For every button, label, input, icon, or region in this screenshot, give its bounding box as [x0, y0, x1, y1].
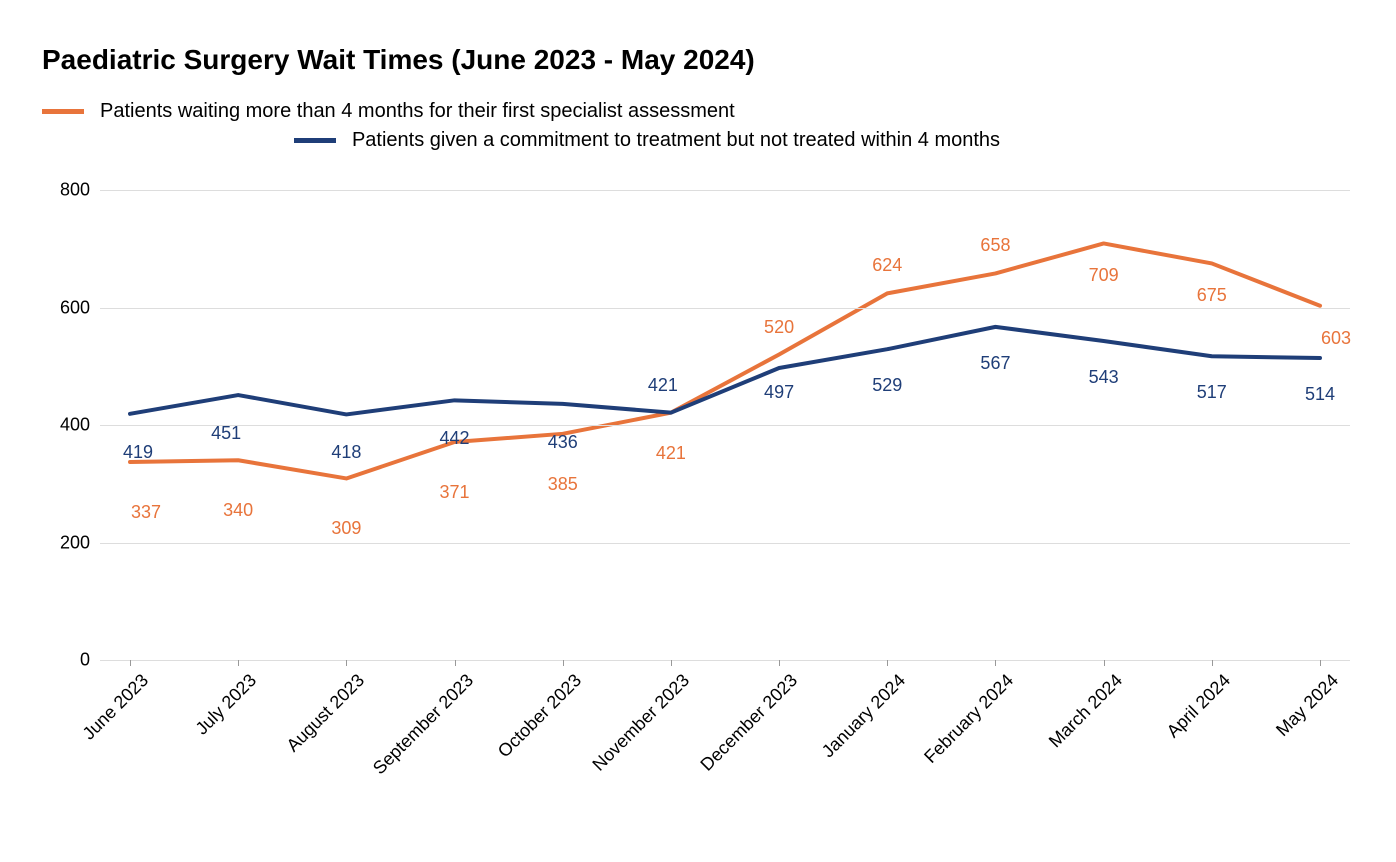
x-tick: [779, 660, 780, 666]
series-line-treatment: [130, 327, 1320, 415]
data-label-assessment: 658: [980, 235, 1010, 256]
data-label-assessment: 709: [1089, 265, 1119, 286]
x-axis-label: August 2023: [283, 670, 369, 756]
x-axis-label: November 2023: [588, 670, 693, 775]
chart-container: Paediatric Surgery Wait Times (June 2023…: [0, 0, 1396, 862]
x-tick: [563, 660, 564, 666]
x-tick: [346, 660, 347, 666]
data-label-treatment: 543: [1089, 367, 1119, 388]
legend-label-assessment: Patients waiting more than 4 months for …: [100, 100, 735, 123]
x-tick: [455, 660, 456, 666]
data-label-treatment: 442: [440, 428, 470, 449]
x-axis-label: September 2023: [368, 670, 477, 779]
data-label-treatment: 451: [211, 423, 241, 444]
x-tick: [995, 660, 996, 666]
legend: Patients waiting more than 4 months for …: [42, 100, 1352, 158]
y-axis-label: 800: [30, 180, 90, 201]
grid-line: [100, 308, 1350, 309]
x-axis-label: July 2023: [192, 670, 261, 739]
data-label-treatment: 418: [331, 442, 361, 463]
data-label-treatment: 514: [1305, 384, 1335, 405]
legend-swatch-assessment: [42, 109, 84, 114]
series-line-assessment: [130, 243, 1320, 478]
x-axis-label: May 2024: [1272, 670, 1343, 741]
data-label-assessment: 675: [1197, 285, 1227, 306]
data-label-treatment: 529: [872, 375, 902, 396]
x-tick: [671, 660, 672, 666]
legend-item-assessment: Patients waiting more than 4 months for …: [42, 100, 1352, 123]
x-axis-label: April 2024: [1162, 670, 1234, 742]
data-label-assessment: 371: [440, 482, 470, 503]
legend-swatch-treatment: [294, 138, 336, 143]
y-axis-label: 400: [30, 415, 90, 436]
data-label-treatment: 421: [648, 375, 678, 396]
grid-line: [100, 543, 1350, 544]
data-label-treatment: 497: [764, 382, 794, 403]
data-label-assessment: 340: [223, 500, 253, 521]
x-tick: [130, 660, 131, 666]
chart-title: Paediatric Surgery Wait Times (June 2023…: [42, 44, 755, 76]
data-label-assessment: 520: [764, 317, 794, 338]
x-tick: [1212, 660, 1213, 666]
y-axis-label: 200: [30, 532, 90, 553]
data-label-treatment: 419: [123, 442, 153, 463]
data-label-assessment: 309: [331, 518, 361, 539]
x-tick: [1320, 660, 1321, 666]
data-label-assessment: 337: [131, 502, 161, 523]
x-axis-label: January 2024: [818, 670, 910, 762]
y-axis-label: 0: [30, 650, 90, 671]
data-label-treatment: 436: [548, 432, 578, 453]
legend-item-treatment: Patients given a commitment to treatment…: [0, 129, 1352, 152]
x-axis-label: February 2024: [921, 670, 1019, 768]
grid-line: [100, 425, 1350, 426]
x-tick: [1104, 660, 1105, 666]
data-label-assessment: 385: [548, 474, 578, 495]
plot-area: 0200400600800June 2023July 2023August 20…: [100, 190, 1350, 660]
x-axis-label: March 2024: [1044, 670, 1126, 752]
data-label-treatment: 567: [980, 353, 1010, 374]
y-axis-label: 600: [30, 297, 90, 318]
grid-line: [100, 660, 1350, 661]
legend-label-treatment: Patients given a commitment to treatment…: [352, 129, 1000, 152]
x-tick: [887, 660, 888, 666]
data-label-assessment: 603: [1321, 328, 1351, 349]
data-label-assessment: 624: [872, 255, 902, 276]
data-label-assessment: 421: [656, 443, 686, 464]
x-axis-label: June 2023: [79, 670, 153, 744]
x-tick: [238, 660, 239, 666]
x-axis-label: December 2023: [697, 670, 802, 775]
grid-line: [100, 190, 1350, 191]
data-label-treatment: 517: [1197, 382, 1227, 403]
x-axis-label: October 2023: [494, 670, 586, 762]
